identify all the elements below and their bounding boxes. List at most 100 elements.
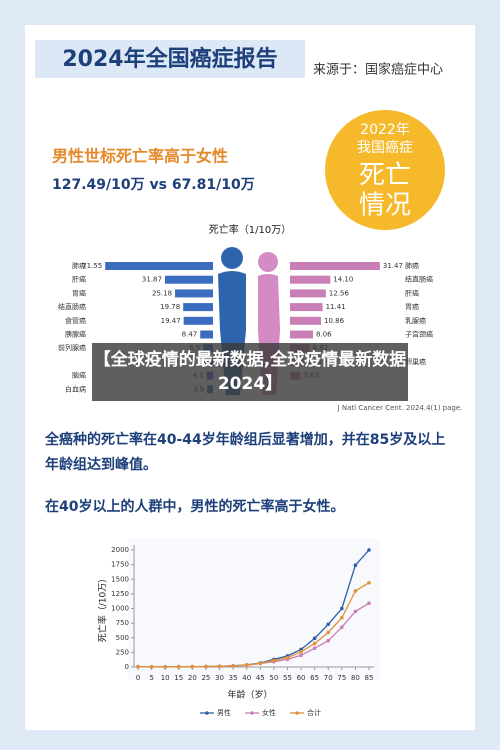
y-tick-label: 750 xyxy=(116,619,129,627)
x-tick-label: 60 xyxy=(297,674,306,682)
x-tick-label: 20 xyxy=(188,674,197,682)
point xyxy=(231,664,235,668)
category-label: 胃癌 xyxy=(405,302,419,311)
bar xyxy=(105,262,213,270)
point xyxy=(244,663,249,667)
note: 全癌种的死亡率在40-44岁年龄组后显著增加，并在85岁及以上年龄组达到峰值。 xyxy=(45,432,446,473)
bar xyxy=(175,289,213,298)
point xyxy=(367,548,371,552)
point xyxy=(272,658,276,663)
title: 2024年全国癌症报告 xyxy=(62,46,277,72)
category-label: 前列腺癌 xyxy=(58,343,86,352)
category-label: 结直肠癌 xyxy=(405,275,433,284)
category-label: 肝癌 xyxy=(72,275,86,284)
badge-line: 2022年 xyxy=(360,122,410,138)
value-label: 10.86 xyxy=(324,317,345,325)
point xyxy=(340,625,344,630)
banner: 【全球疫情的最新数据,全球疫情最新数据2024】 xyxy=(92,343,408,401)
category-label: 食管癌 xyxy=(65,316,86,325)
badge-line: 情况 xyxy=(359,191,411,221)
note: 在40岁以上的人群中，男性的死亡率高于女性。 xyxy=(45,499,345,515)
value-label: 8.06 xyxy=(316,331,332,339)
source: 来源于：国家癌症中心 xyxy=(313,62,443,78)
value-label: 19.78 xyxy=(160,303,180,311)
value-label: 14.10 xyxy=(333,276,353,284)
legend-label: 女性 xyxy=(262,708,276,717)
value-label: 12.56 xyxy=(329,289,350,297)
category-label: 肺癌 xyxy=(405,261,419,270)
x-tick-label: 5 xyxy=(149,674,153,682)
point xyxy=(217,664,222,669)
y-tick-label: 1500 xyxy=(111,575,129,583)
category-label: 白血病 xyxy=(65,384,86,393)
x-tick-label: 25 xyxy=(201,674,210,682)
value-label: 25.18 xyxy=(152,289,172,297)
x-axis-label: 年龄（岁） xyxy=(227,689,272,701)
value-label: 19.47 xyxy=(161,317,181,325)
point xyxy=(312,641,317,646)
category-label: 乳腺癌 xyxy=(405,316,426,325)
x-tick-label: 0 xyxy=(136,674,140,682)
point xyxy=(353,589,358,593)
point xyxy=(340,616,344,620)
point xyxy=(326,638,331,643)
point xyxy=(176,664,181,669)
legend-label: 合计 xyxy=(307,708,321,717)
y-tick-label: 2000 xyxy=(111,546,129,554)
x-tick-label: 65 xyxy=(310,674,319,682)
category-label: 肝癌 xyxy=(405,288,419,297)
value-label: 8.47 xyxy=(182,331,198,339)
bar xyxy=(183,303,213,312)
bar xyxy=(200,330,213,339)
y-tick-label: 250 xyxy=(116,648,129,656)
badge-line: 死亡 xyxy=(359,161,411,191)
value-label: 31.87 xyxy=(142,276,162,284)
y-tick-label: 1250 xyxy=(111,590,129,598)
y-tick-label: 0 xyxy=(125,663,129,671)
headline-stats: 127.49/10万 vs 67.81/10万 xyxy=(52,177,255,193)
value-label: 11.41 xyxy=(326,303,346,311)
bar xyxy=(290,289,326,298)
category-label: 卵巢癌 xyxy=(405,357,426,366)
point xyxy=(353,609,358,614)
legend-marker xyxy=(295,711,299,715)
x-tick-label: 15 xyxy=(174,674,183,682)
x-tick-label: 35 xyxy=(229,674,238,682)
point xyxy=(136,664,140,669)
bar xyxy=(290,330,314,339)
bar xyxy=(290,275,331,284)
bar xyxy=(290,262,380,270)
y-tick-label: 1750 xyxy=(111,561,129,569)
x-tick-label: 75 xyxy=(337,674,346,682)
category-label: 子宫颈癌 xyxy=(405,330,433,339)
value-label: 31.47 xyxy=(383,262,403,270)
bar xyxy=(183,316,213,325)
series-line xyxy=(137,582,370,668)
chart-title: 死亡率（1/10万） xyxy=(209,223,291,236)
x-tick-label: 10 xyxy=(161,674,170,682)
legend-label: 男性 xyxy=(217,708,231,717)
title-box xyxy=(35,40,305,78)
line-chart-bg xyxy=(128,538,380,680)
x-tick-label: 50 xyxy=(269,674,278,682)
bar xyxy=(290,316,322,325)
category-label: 脑癌 xyxy=(72,371,86,380)
bar xyxy=(290,303,323,312)
badge-line: 我国癌症 xyxy=(357,140,413,156)
point xyxy=(312,636,317,641)
badge xyxy=(325,110,445,230)
legend-marker xyxy=(250,711,254,715)
point xyxy=(163,665,167,669)
point xyxy=(367,601,371,606)
point xyxy=(326,630,331,635)
legend-marker xyxy=(205,711,209,715)
y-tick-label: 1000 xyxy=(111,605,129,613)
y-tick-label: 500 xyxy=(116,634,129,642)
point xyxy=(190,664,195,669)
y-axis-label: 死亡率（/10万） xyxy=(97,574,109,643)
x-tick-label: 55 xyxy=(283,674,292,682)
headline: 男性世标死亡率高于女性 xyxy=(52,147,228,166)
category-label: 结直肠癌 xyxy=(58,302,86,311)
bar xyxy=(164,275,213,284)
